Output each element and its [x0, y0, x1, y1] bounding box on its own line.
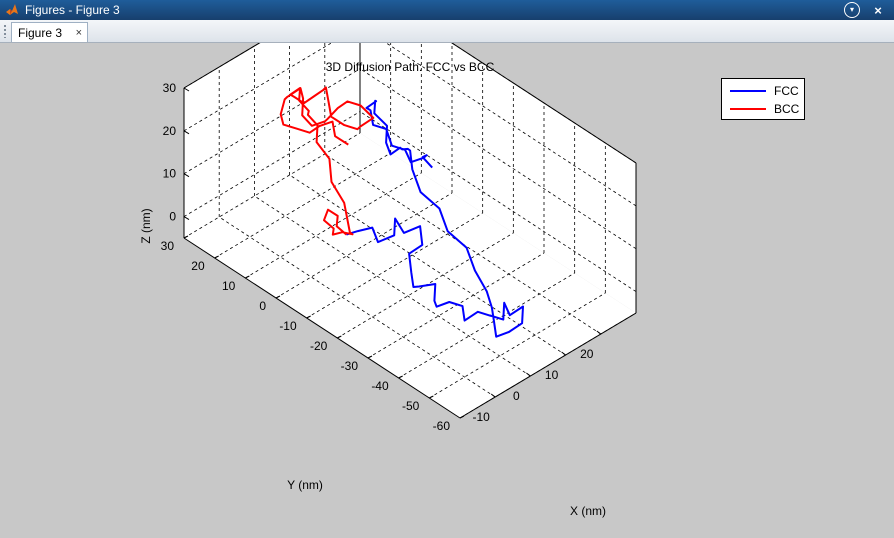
chevron-down-circle-icon[interactable]: ▾ [844, 2, 860, 18]
tick-mark [596, 330, 602, 335]
y-tick-label: -40 [371, 379, 389, 393]
tick-mark [183, 235, 189, 239]
matlab-logo-icon [5, 3, 19, 17]
close-icon[interactable]: × [874, 2, 882, 18]
window-title: Figures - Figure 3 [25, 3, 120, 17]
z-tick-label: 20 [163, 124, 177, 138]
tick-mark [561, 351, 566, 356]
legend-swatch-fcc [730, 90, 766, 92]
tick-mark [337, 335, 342, 339]
grid-line [214, 152, 391, 259]
tick-mark [214, 255, 219, 259]
y-tick-label: -10 [279, 319, 297, 333]
y-tick-label: -60 [433, 419, 451, 433]
grid-line [275, 192, 453, 299]
figure-tab-bar: Figure 3 × [0, 20, 894, 43]
legend-swatch-bcc [730, 108, 766, 110]
y-tick-label: 10 [222, 279, 236, 293]
grid-line [429, 292, 606, 399]
tick-mark [526, 372, 531, 377]
x-tick-label: -10 [473, 410, 491, 424]
series-line-bcc [279, 86, 375, 236]
tick-mark [183, 173, 190, 178]
z-axis-label: Z (nm) [139, 208, 153, 243]
x-axis-label: X (nm) [570, 504, 606, 518]
legend-label-fcc: FCC [774, 84, 799, 98]
tick-mark [367, 355, 373, 359]
z-tick-label: 0 [169, 210, 176, 224]
legend-item-bcc: BCC [722, 101, 804, 117]
tab-label: Figure 3 [18, 25, 63, 40]
x-tick-label: 0 [513, 389, 520, 403]
y-tick-label: 20 [191, 259, 205, 273]
back-wall-pane [360, 43, 636, 313]
y-axis-line [183, 237, 461, 419]
grid-line [254, 195, 531, 377]
series-line-fcc [346, 99, 524, 338]
chart-title: 3D Diffusion Path: FCC vs BCC [326, 60, 495, 74]
box-edge [183, 43, 261, 89]
plot-3d[interactable]: -10 0 10 20 30 20 10 0 -10 -20 -30 -40 -50 -60 0 10 20 30… [0, 43, 894, 538]
figure-canvas: -10 0 10 20 30 20 10 0 -10 -20 -30 -40 -50 -60 0 10 20 30… [0, 43, 894, 538]
y-axis-label: Y (nm) [287, 478, 323, 492]
tick-mark [459, 415, 465, 419]
grid-line [359, 111, 637, 292]
legend-item-fcc: FCC [722, 83, 804, 99]
grid-line [245, 172, 422, 279]
tick-mark [429, 395, 434, 399]
x-tick-label: 10 [545, 368, 559, 382]
tick-mark [245, 275, 250, 279]
grid-line [367, 252, 545, 359]
grid-line [306, 212, 483, 319]
tick-mark [490, 393, 496, 398]
drag-grip-icon[interactable] [3, 24, 7, 38]
floor-pane [184, 133, 636, 418]
tick-mark [183, 87, 190, 92]
box-edge [451, 43, 637, 164]
tick-mark [275, 295, 281, 299]
grid-line [183, 111, 361, 217]
grid-line [359, 68, 637, 250]
z-tick-label: 30 [163, 81, 177, 95]
grid-line [183, 68, 361, 175]
grid-line [218, 216, 496, 398]
tick-mark [183, 216, 190, 221]
z-tick-label: 10 [163, 167, 177, 181]
x-axis-line [459, 312, 637, 419]
grid-line [398, 272, 575, 379]
close-icon[interactable]: × [75, 26, 82, 39]
grid-line [183, 132, 361, 239]
tick-mark [183, 130, 190, 135]
grid-line [385, 43, 637, 207]
legend-label-bcc: BCC [774, 102, 800, 116]
chart-legend[interactable]: FCC BCC [721, 78, 805, 120]
tab-figure-3[interactable]: Figure 3 × [11, 22, 88, 42]
window-titlebar: Figures - Figure 3 ▾ × [0, 0, 894, 20]
tick-mark [306, 315, 311, 319]
y-tick-label: -50 [402, 399, 420, 413]
side-wall-pane [184, 43, 360, 238]
x-tick-label: 20 [580, 347, 594, 361]
y-tick-label: -20 [310, 339, 328, 353]
grid-line [183, 43, 333, 132]
y-tick-label: 0 [259, 299, 266, 313]
y-tick-label: -30 [341, 359, 359, 373]
tick-mark [398, 375, 403, 379]
y-tick-label: 30 [161, 239, 175, 253]
